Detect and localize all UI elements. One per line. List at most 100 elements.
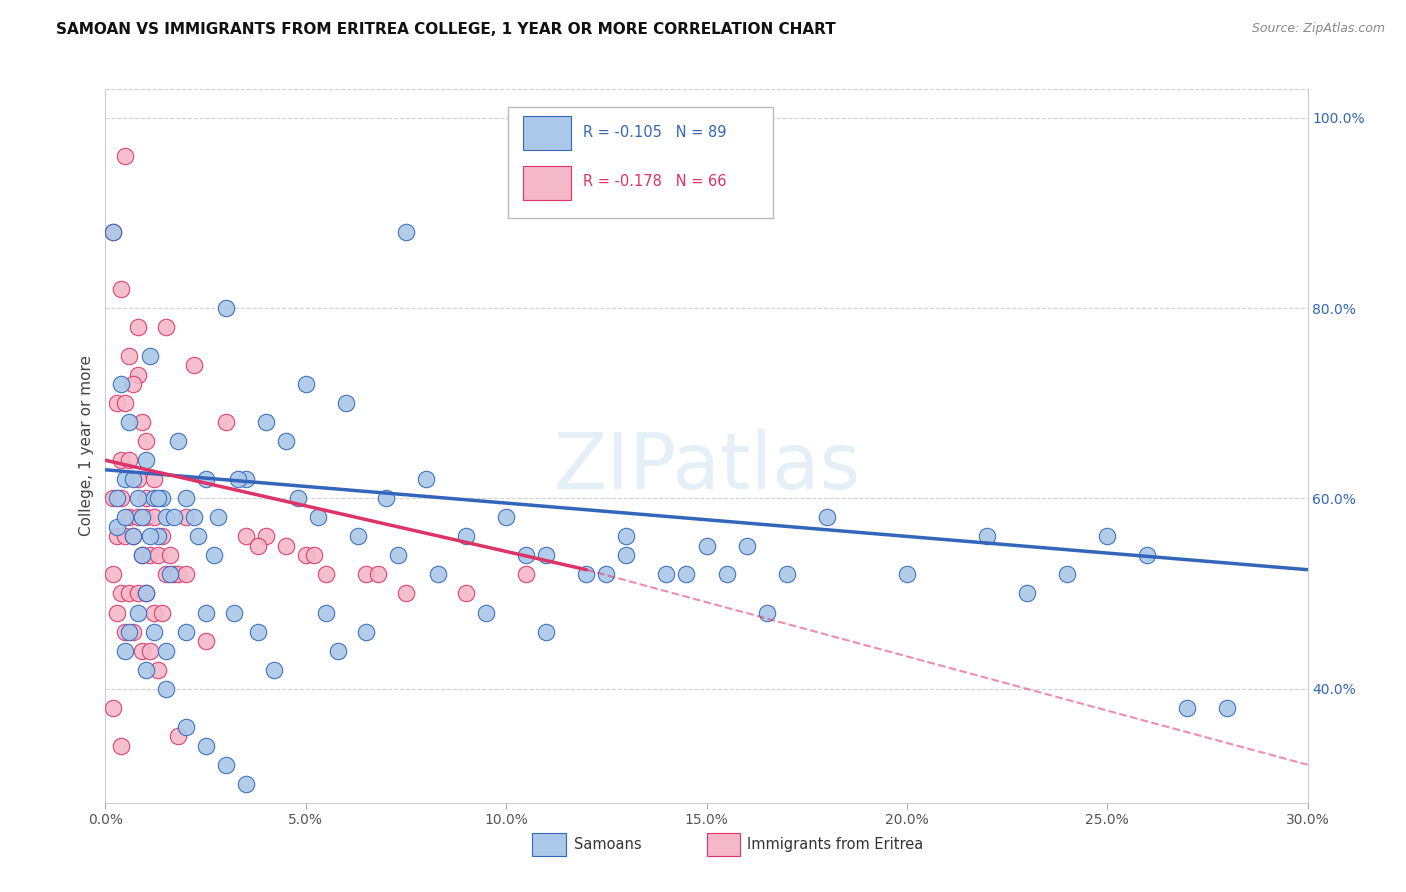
Point bbox=[103, 567, 125, 582]
Point bbox=[131, 643, 153, 657]
Point bbox=[315, 606, 337, 620]
Point bbox=[103, 225, 125, 239]
Point bbox=[162, 510, 184, 524]
Point bbox=[174, 491, 197, 506]
Point bbox=[1056, 567, 1078, 582]
Point bbox=[1097, 529, 1119, 543]
Point bbox=[122, 472, 145, 486]
Point bbox=[367, 567, 389, 582]
Point bbox=[415, 472, 437, 486]
Point bbox=[114, 472, 136, 486]
Point bbox=[146, 529, 169, 543]
Point bbox=[274, 434, 297, 449]
Y-axis label: College, 1 year or more: College, 1 year or more bbox=[79, 356, 94, 536]
Point bbox=[142, 491, 165, 506]
Point bbox=[183, 510, 205, 524]
Point bbox=[150, 529, 173, 543]
Point bbox=[142, 624, 165, 639]
Point bbox=[976, 529, 998, 543]
Point bbox=[335, 396, 357, 410]
Point bbox=[194, 472, 217, 486]
Point bbox=[127, 510, 149, 524]
Point bbox=[150, 491, 173, 506]
Point bbox=[159, 549, 181, 563]
Bar bbox=[523, 166, 571, 200]
Text: ZIPatlas: ZIPatlas bbox=[553, 429, 860, 506]
Point bbox=[495, 510, 517, 524]
Point bbox=[183, 358, 205, 372]
Point bbox=[246, 539, 269, 553]
Point bbox=[302, 549, 325, 563]
Point bbox=[214, 415, 236, 429]
Point bbox=[194, 739, 217, 753]
Point bbox=[246, 624, 269, 639]
Point bbox=[138, 643, 160, 657]
Point bbox=[174, 510, 197, 524]
Point bbox=[142, 510, 165, 524]
Point bbox=[127, 368, 149, 382]
Text: Samoans: Samoans bbox=[574, 838, 643, 853]
Point bbox=[315, 567, 337, 582]
Point bbox=[456, 529, 478, 543]
Point bbox=[135, 491, 157, 506]
Point bbox=[146, 663, 169, 677]
Point bbox=[214, 757, 236, 772]
Point bbox=[135, 453, 157, 467]
Point bbox=[135, 663, 157, 677]
Bar bbox=[707, 833, 740, 856]
Point bbox=[295, 549, 318, 563]
Point bbox=[127, 472, 149, 486]
Point bbox=[374, 491, 398, 506]
Point bbox=[155, 643, 177, 657]
Point bbox=[127, 586, 149, 600]
Point bbox=[114, 624, 136, 639]
Point bbox=[135, 586, 157, 600]
Point bbox=[142, 472, 165, 486]
Point bbox=[114, 149, 136, 163]
Point bbox=[107, 396, 129, 410]
Point bbox=[616, 549, 638, 563]
Point bbox=[655, 567, 678, 582]
Point bbox=[307, 510, 329, 524]
Point bbox=[347, 529, 370, 543]
Point bbox=[103, 225, 125, 239]
Point bbox=[138, 349, 160, 363]
Point bbox=[166, 434, 188, 449]
Point bbox=[534, 549, 557, 563]
Point bbox=[735, 539, 758, 553]
Point bbox=[114, 529, 136, 543]
Point bbox=[146, 549, 169, 563]
Point bbox=[616, 529, 638, 543]
Point bbox=[194, 606, 217, 620]
Point bbox=[263, 663, 285, 677]
Point bbox=[235, 529, 257, 543]
Point bbox=[118, 624, 141, 639]
Point bbox=[122, 377, 145, 392]
Point bbox=[295, 377, 318, 392]
Point bbox=[127, 320, 149, 334]
Point bbox=[155, 510, 177, 524]
Point bbox=[207, 510, 229, 524]
Point bbox=[103, 700, 125, 714]
Point bbox=[127, 606, 149, 620]
Point bbox=[155, 681, 177, 696]
Point bbox=[110, 586, 132, 600]
Point bbox=[162, 567, 184, 582]
Point bbox=[226, 472, 249, 486]
Point bbox=[122, 529, 145, 543]
Point bbox=[755, 606, 778, 620]
Point bbox=[155, 320, 177, 334]
Point bbox=[387, 549, 409, 563]
Point bbox=[107, 491, 129, 506]
Point bbox=[354, 567, 377, 582]
Point bbox=[1216, 700, 1239, 714]
Text: R = -0.178   N = 66: R = -0.178 N = 66 bbox=[582, 175, 725, 189]
Point bbox=[174, 720, 197, 734]
Text: R = -0.105   N = 89: R = -0.105 N = 89 bbox=[582, 125, 725, 139]
Point bbox=[595, 567, 617, 582]
Point bbox=[118, 349, 141, 363]
Point bbox=[1015, 586, 1038, 600]
Point bbox=[166, 729, 188, 743]
Point bbox=[135, 434, 157, 449]
Point bbox=[475, 606, 498, 620]
